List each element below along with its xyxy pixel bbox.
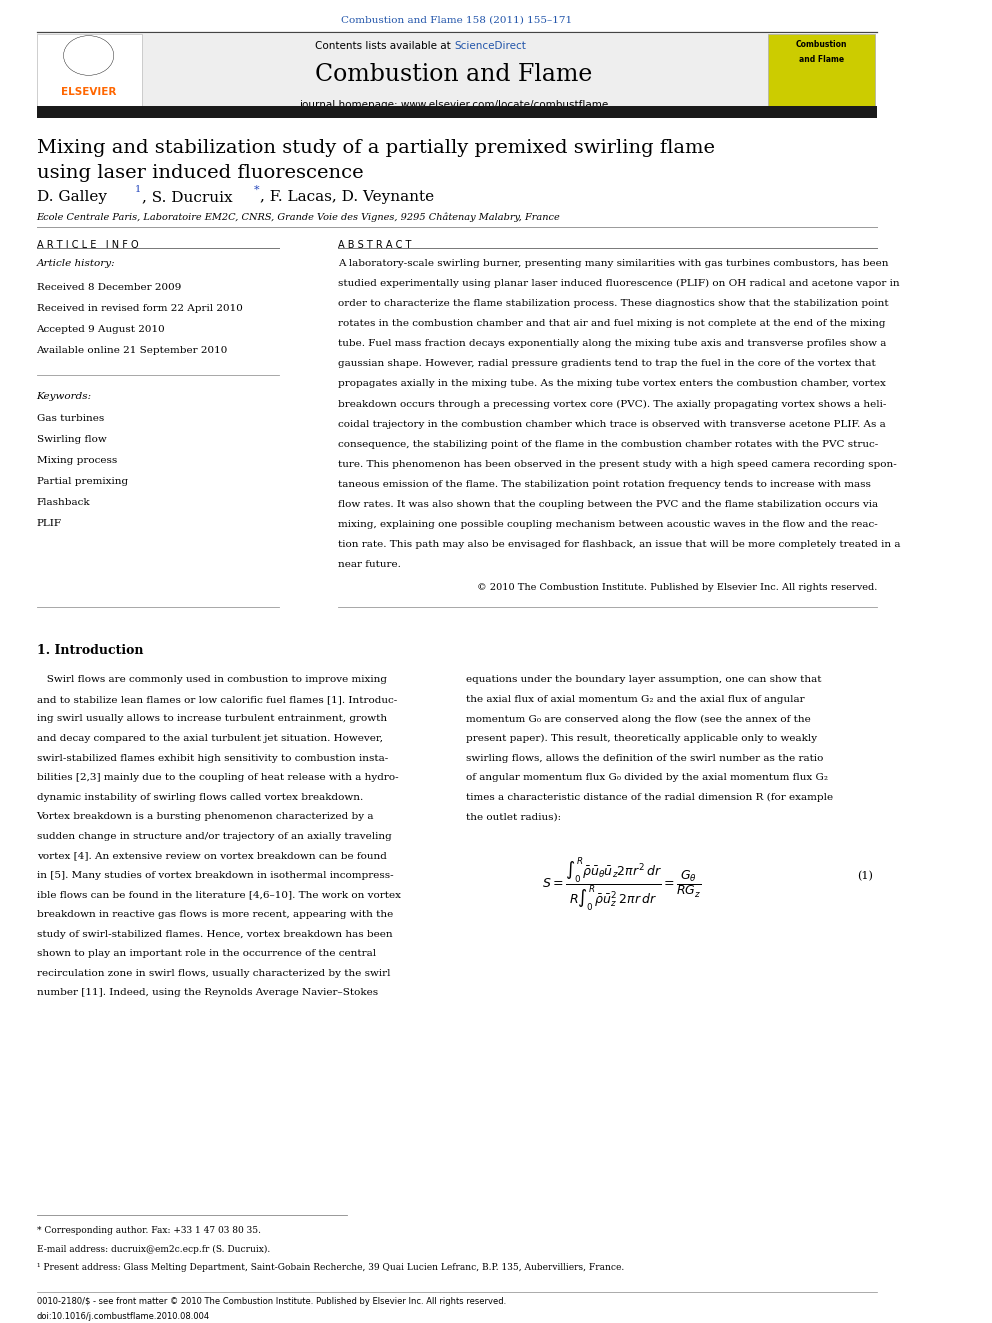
- Text: ture. This phenomenon has been observed in the present study with a high speed c: ture. This phenomenon has been observed …: [338, 460, 897, 468]
- Text: gaussian shape. However, radial pressure gradients tend to trap the fuel in the : gaussian shape. However, radial pressure…: [338, 360, 876, 368]
- Ellipse shape: [63, 36, 114, 75]
- Text: near future.: near future.: [338, 560, 401, 569]
- Text: in [5]. Many studies of vortex breakdown in isothermal incompress-: in [5]. Many studies of vortex breakdown…: [37, 871, 393, 880]
- Text: equations under the boundary layer assumption, one can show that: equations under the boundary layer assum…: [466, 675, 821, 684]
- Text: taneous emission of the flame. The stabilization point rotation frequency tends : taneous emission of the flame. The stabi…: [338, 480, 871, 488]
- Text: order to characterize the flame stabilization process. These diagnostics show th: order to characterize the flame stabiliz…: [338, 299, 889, 308]
- Text: , F. Lacas, D. Veynante: , F. Lacas, D. Veynante: [261, 191, 434, 204]
- Text: tion rate. This path may also be envisaged for flashback, an issue that will be : tion rate. This path may also be envisag…: [338, 540, 901, 549]
- Text: D. Galley: D. Galley: [37, 191, 111, 204]
- Text: Combustion and Flame 158 (2011) 155–171: Combustion and Flame 158 (2011) 155–171: [341, 15, 572, 24]
- Text: A laboratory-scale swirling burner, presenting many similarities with gas turbin: A laboratory-scale swirling burner, pres…: [338, 259, 889, 269]
- Text: studied experimentally using planar laser induced fluorescence (PLIF) on OH radi: studied experimentally using planar lase…: [338, 279, 900, 288]
- Text: 1. Introduction: 1. Introduction: [37, 644, 143, 656]
- Text: breakdown in reactive gas flows is more recent, appearing with the: breakdown in reactive gas flows is more …: [37, 910, 393, 919]
- Text: Gas turbines: Gas turbines: [37, 414, 104, 422]
- Text: shown to play an important role in the occurrence of the central: shown to play an important role in the o…: [37, 949, 376, 958]
- Text: present paper). This result, theoretically applicable only to weakly: present paper). This result, theoretical…: [466, 734, 817, 744]
- Text: ing swirl usually allows to increase turbulent entrainment, growth: ing swirl usually allows to increase tur…: [37, 714, 387, 724]
- Text: Combustion and Flame: Combustion and Flame: [315, 64, 593, 86]
- Text: Received 8 December 2009: Received 8 December 2009: [37, 283, 181, 292]
- Text: breakdown occurs through a precessing vortex core (PVC). The axially propagating: breakdown occurs through a precessing vo…: [338, 400, 887, 409]
- Text: © 2010 The Combustion Institute. Published by Elsevier Inc. All rights reserved.: © 2010 The Combustion Institute. Publish…: [477, 583, 877, 591]
- Text: *: *: [254, 185, 260, 194]
- Text: bilities [2,3] mainly due to the coupling of heat release with a hydro-: bilities [2,3] mainly due to the couplin…: [37, 773, 398, 782]
- Text: Available online 21 September 2010: Available online 21 September 2010: [37, 347, 228, 355]
- Text: number [11]. Indeed, using the Reynolds Average Navier–Stokes: number [11]. Indeed, using the Reynolds …: [37, 988, 378, 998]
- Text: rotates in the combustion chamber and that air and fuel mixing is not complete a: rotates in the combustion chamber and th…: [338, 319, 886, 328]
- Text: Flashback: Flashback: [37, 497, 90, 507]
- Text: ible flows can be found in the literature [4,6–10]. The work on vortex: ible flows can be found in the literatur…: [37, 890, 401, 900]
- Text: Swirling flow: Swirling flow: [37, 435, 106, 443]
- Text: journal homepage: www.elsevier.com/locate/combustflame: journal homepage: www.elsevier.com/locat…: [300, 101, 609, 110]
- Text: , S. Ducruix: , S. Ducruix: [142, 191, 237, 204]
- Text: * Corresponding author. Fax: +33 1 47 03 80 35.: * Corresponding author. Fax: +33 1 47 03…: [37, 1226, 261, 1234]
- Text: ¹ Present address: Glass Melting Department, Saint-Gobain Recherche, 39 Quai Luc: ¹ Present address: Glass Melting Departm…: [37, 1263, 624, 1271]
- Text: flow rates. It was also shown that the coupling between the PVC and the flame st: flow rates. It was also shown that the c…: [338, 500, 878, 509]
- Text: A R T I C L E   I N F O: A R T I C L E I N F O: [37, 241, 138, 250]
- Text: times a characteristic distance of the radial dimension R (for example: times a characteristic distance of the r…: [466, 792, 833, 802]
- Text: propagates axially in the mixing tube. As the mixing tube vortex enters the comb: propagates axially in the mixing tube. A…: [338, 380, 886, 389]
- Text: Vortex breakdown is a bursting phenomenon characterized by a: Vortex breakdown is a bursting phenomeno…: [37, 812, 374, 822]
- Text: the axial flux of axial momentum G₂ and the axial flux of angular: the axial flux of axial momentum G₂ and …: [466, 695, 805, 704]
- Text: coidal trajectory in the combustion chamber which trace is observed with transve: coidal trajectory in the combustion cham…: [338, 419, 886, 429]
- Text: ScienceDirect: ScienceDirect: [454, 41, 526, 52]
- Text: study of swirl-stabilized flames. Hence, vortex breakdown has been: study of swirl-stabilized flames. Hence,…: [37, 930, 392, 938]
- Text: 0010-2180/$ - see front matter © 2010 The Combustion Institute. Published by Els: 0010-2180/$ - see front matter © 2010 Th…: [37, 1298, 506, 1306]
- Text: Received in revised form 22 April 2010: Received in revised form 22 April 2010: [37, 304, 242, 312]
- Text: and to stabilize lean flames or low calorific fuel flames [1]. Introduc-: and to stabilize lean flames or low calo…: [37, 695, 397, 704]
- Text: Contents lists available at: Contents lists available at: [315, 41, 454, 52]
- Text: recirculation zone in swirl flows, usually characterized by the swirl: recirculation zone in swirl flows, usual…: [37, 968, 390, 978]
- Text: Partial premixing: Partial premixing: [37, 476, 128, 486]
- Text: of angular momentum flux G₀ divided by the axial momentum flux G₂: of angular momentum flux G₀ divided by t…: [466, 773, 828, 782]
- Bar: [37, 34, 142, 108]
- Text: doi:10.1016/j.combustflame.2010.08.004: doi:10.1016/j.combustflame.2010.08.004: [37, 1312, 209, 1320]
- Text: $S = \dfrac{\int_0^R \bar{\rho}\bar{u}_\theta\bar{u}_z 2\pi r^2\,dr}{R\int_0^R \: $S = \dfrac{\int_0^R \bar{\rho}\bar{u}_\…: [542, 856, 701, 913]
- Text: A B S T R A C T: A B S T R A C T: [338, 241, 412, 250]
- Text: consequence, the stabilizing point of the flame in the combustion chamber rotate: consequence, the stabilizing point of th…: [338, 439, 878, 448]
- Text: swirling flows, allows the definition of the swirl number as the ratio: swirling flows, allows the definition of…: [466, 754, 823, 762]
- Text: the outlet radius):: the outlet radius):: [466, 812, 561, 822]
- Text: and Flame: and Flame: [799, 56, 844, 65]
- Text: swirl-stabilized flames exhibit high sensitivity to combustion insta-: swirl-stabilized flames exhibit high sen…: [37, 754, 388, 762]
- Text: Swirl flows are commonly used in combustion to improve mixing: Swirl flows are commonly used in combust…: [37, 675, 387, 684]
- Text: tube. Fuel mass fraction decays exponentially along the mixing tube axis and tra: tube. Fuel mass fraction decays exponent…: [338, 339, 887, 348]
- Bar: [37, 106, 877, 118]
- Text: 1: 1: [135, 185, 142, 194]
- Text: dynamic instability of swirling flows called vortex breakdown.: dynamic instability of swirling flows ca…: [37, 792, 363, 802]
- Text: Accepted 9 August 2010: Accepted 9 August 2010: [37, 325, 166, 333]
- Text: Mixing process: Mixing process: [37, 456, 117, 464]
- Text: ELSEVIER: ELSEVIER: [61, 87, 116, 97]
- Text: PLIF: PLIF: [37, 519, 62, 528]
- Text: sudden change in structure and/or trajectory of an axially traveling: sudden change in structure and/or trajec…: [37, 832, 391, 841]
- Text: Keywords:: Keywords:: [37, 393, 91, 401]
- Text: and decay compared to the axial turbulent jet situation. However,: and decay compared to the axial turbulen…: [37, 734, 383, 744]
- Text: E-mail address: ducruix@em2c.ecp.fr (S. Ducruix).: E-mail address: ducruix@em2c.ecp.fr (S. …: [37, 1245, 270, 1254]
- Text: Ecole Centrale Paris, Laboratoire EM2C, CNRS, Grande Voie des Vignes, 9295 Châte: Ecole Centrale Paris, Laboratoire EM2C, …: [37, 213, 560, 222]
- Text: Article history:: Article history:: [37, 259, 115, 269]
- Text: Mixing and stabilization study of a partially premixed swirling flame: Mixing and stabilization study of a part…: [37, 139, 714, 156]
- Bar: [142, 34, 768, 106]
- Text: momentum G₀ are conserved along the flow (see the annex of the: momentum G₀ are conserved along the flow…: [466, 714, 810, 724]
- Text: using laser induced fluorescence: using laser induced fluorescence: [37, 164, 363, 181]
- Bar: [768, 34, 876, 108]
- Text: (1): (1): [857, 872, 873, 881]
- Text: vortex [4]. An extensive review on vortex breakdown can be found: vortex [4]. An extensive review on vorte…: [37, 851, 387, 860]
- Text: mixing, explaining one possible coupling mechanism between acoustic waves in the: mixing, explaining one possible coupling…: [338, 520, 878, 529]
- Text: Combustion: Combustion: [796, 40, 847, 49]
